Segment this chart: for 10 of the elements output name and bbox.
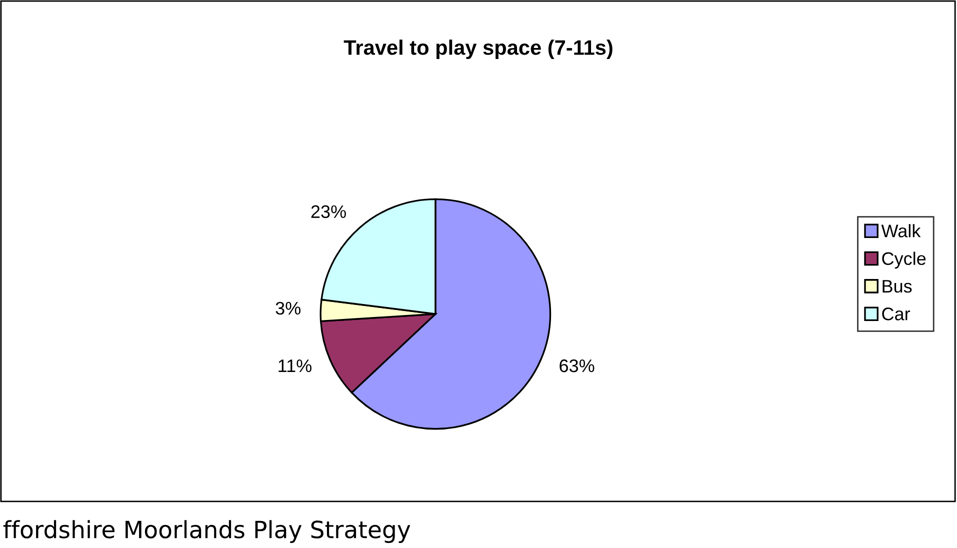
data-label: 3% xyxy=(276,302,300,315)
legend-label: Cycle xyxy=(882,252,926,269)
legend-label: Walk xyxy=(881,224,921,238)
text: ffordshire Moorlands Play Strategy xyxy=(3,520,410,543)
chart-title: Travel to play space (7-11s) xyxy=(344,40,612,60)
data-label: 23% xyxy=(311,205,346,218)
legend-label: Bus xyxy=(882,280,912,293)
data-label: 11% xyxy=(278,360,312,372)
legend-label: Car xyxy=(882,308,910,320)
data-label: 63% xyxy=(560,359,594,372)
